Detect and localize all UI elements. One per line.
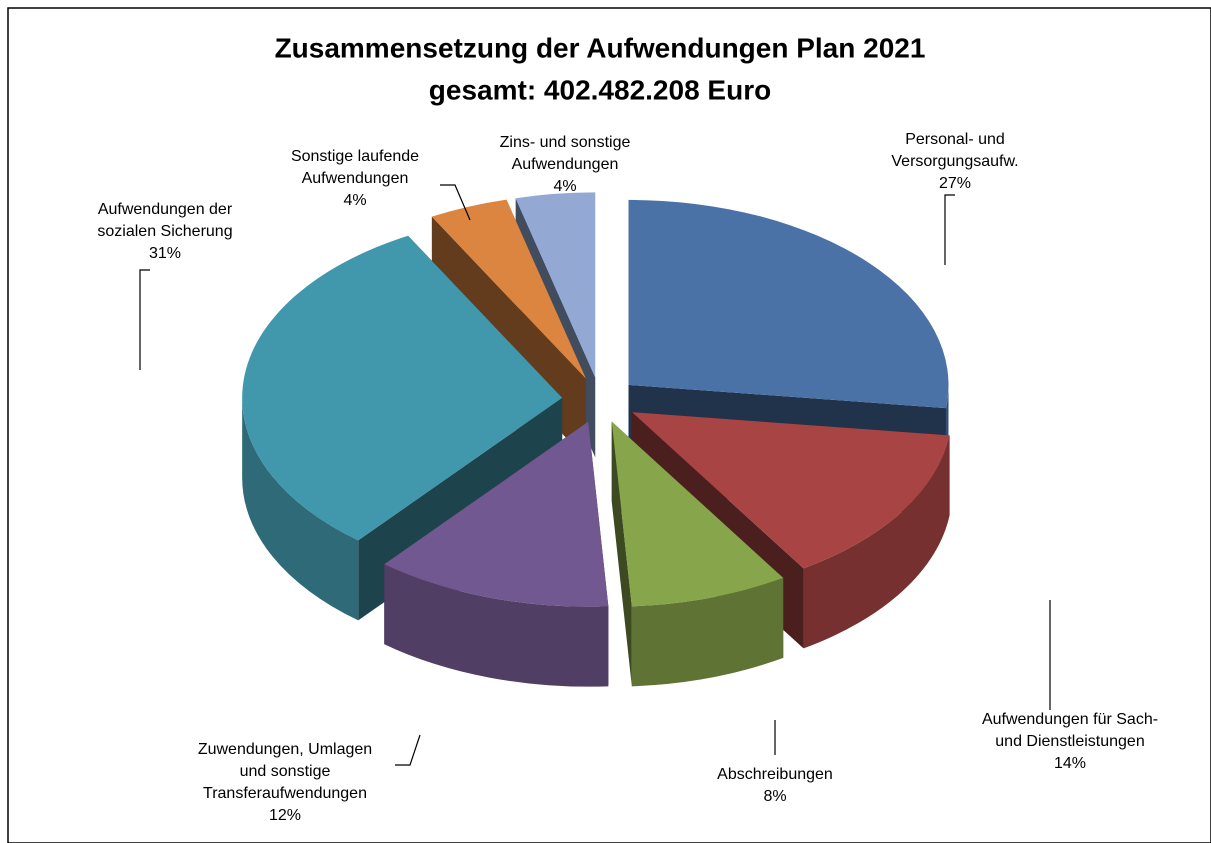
chart-subtitle: gesamt: 402.482.208 Euro <box>429 74 771 105</box>
category-label: Sonstige laufende <box>291 148 419 165</box>
category-label: Aufwendungen für Sach- <box>982 711 1158 728</box>
slice <box>632 412 950 569</box>
category-label: Aufwendungen <box>302 170 409 187</box>
leader-lines <box>139 184 1051 766</box>
chart-frame <box>7 7 1211 843</box>
slice <box>242 235 563 541</box>
category-label: Abschreibungen <box>717 766 833 783</box>
category-label: Transferaufwendungen <box>203 785 367 802</box>
value-label: 31% <box>149 245 181 262</box>
leader-line <box>944 194 955 265</box>
value-label: 12% <box>269 807 301 824</box>
category-label: Versorgungsaufw. <box>891 153 1018 170</box>
category-label: Zuwendungen, Umlagen <box>198 741 372 758</box>
category-label: und sonstige <box>240 763 331 780</box>
slice-wall <box>242 397 359 621</box>
category-label: Zins- und sonstige <box>500 134 631 151</box>
slice <box>384 421 609 607</box>
slice <box>611 421 784 607</box>
category-label: Aufwendungen <box>512 156 619 173</box>
pie <box>242 192 950 687</box>
leader-line <box>440 184 471 221</box>
labels: Personal- und Versorgungsaufw. 27% Aufwendu… <box>97 131 1158 824</box>
slice-side <box>611 421 632 687</box>
category-label: sozialen Sicherung <box>97 223 232 240</box>
value-label: 14% <box>1054 755 1086 772</box>
slice <box>515 192 596 378</box>
category-label: Aufwendungen der <box>98 201 233 218</box>
value-label: 8% <box>763 788 786 805</box>
slice <box>431 199 587 379</box>
leader-line <box>395 734 421 766</box>
value-label: 4% <box>343 192 366 209</box>
category-label: Personal- und <box>905 131 1005 148</box>
chart-title: Zusammensetzung der Aufwendungen Plan 20… <box>275 32 926 63</box>
value-label: 27% <box>939 175 971 192</box>
category-label: und Dienstleistungen <box>995 733 1144 750</box>
slice <box>628 199 949 409</box>
slice-wall <box>631 577 784 687</box>
slice-wall <box>803 435 950 649</box>
value-label: 4% <box>553 178 576 195</box>
slice-wall <box>384 564 609 687</box>
leader-line <box>139 269 150 370</box>
